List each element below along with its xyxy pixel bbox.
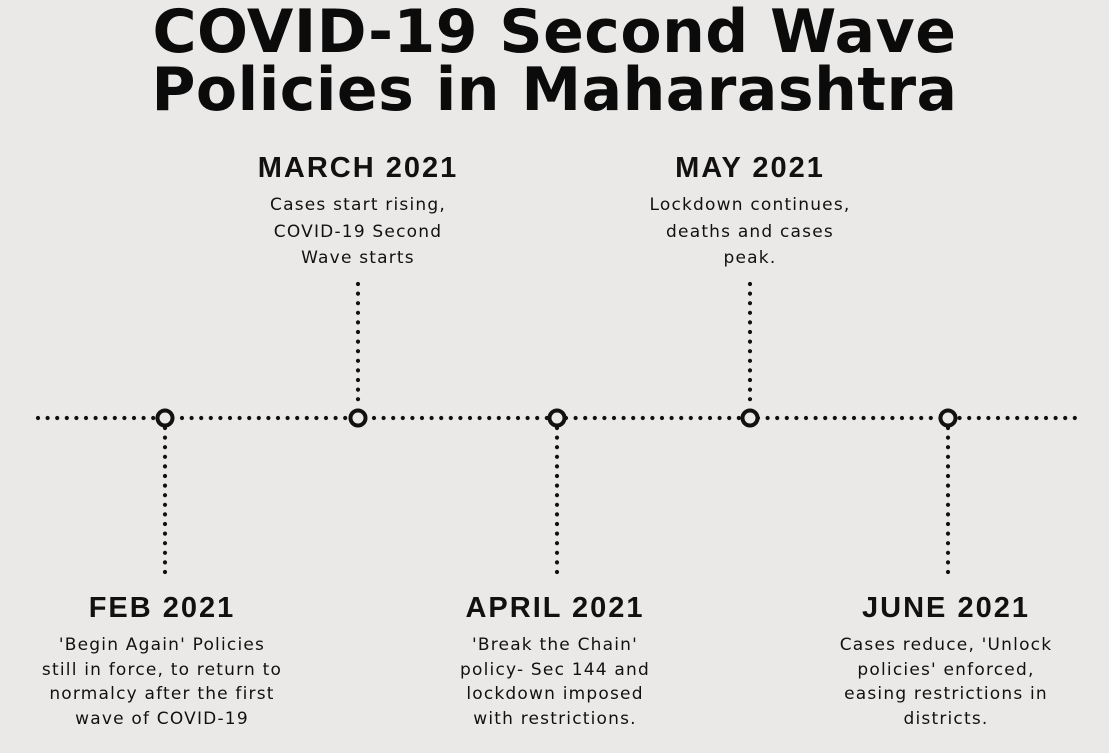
event-description-march: Cases start rising, COVID-19 Second Wave… [270, 195, 446, 268]
event-description-feb: 'Begin Again' Policies still in force, t… [41, 635, 283, 729]
event-feb: FEB 2021 'Begin Again' Policies still in… [2, 594, 322, 731]
title-line-1: COVID-19 Second Wave [152, 0, 957, 67]
event-june: JUNE 2021 Cases reduce, 'Unlock policies… [786, 594, 1106, 731]
event-description-may: Lockdown continues, deaths and cases pea… [649, 195, 851, 268]
event-description-june: Cases reduce, 'Unlock policies' enforced… [839, 635, 1053, 729]
event-date-may: MAY 2021 [675, 152, 825, 184]
event-march: MARCH 2021 Cases start rising, COVID-19 … [198, 154, 518, 272]
marker-june [938, 408, 958, 428]
marker-march [348, 408, 368, 428]
event-date-april: APRIL 2021 [465, 592, 645, 624]
event-may: MAY 2021 Lockdown continues, deaths and … [590, 154, 910, 272]
event-date-march: MARCH 2021 [257, 152, 459, 184]
marker-may [740, 408, 760, 428]
marker-april [547, 408, 567, 428]
marker-feb [155, 408, 175, 428]
event-description-april: 'Break the Chain' policy- Sec 144 and lo… [460, 635, 650, 729]
event-april: APRIL 2021 'Break the Chain' policy- Sec… [395, 594, 715, 731]
event-date-june: JUNE 2021 [862, 592, 1030, 624]
event-date-feb: FEB 2021 [88, 592, 236, 624]
title-line-2: Policies in Maharashtra [151, 55, 958, 125]
